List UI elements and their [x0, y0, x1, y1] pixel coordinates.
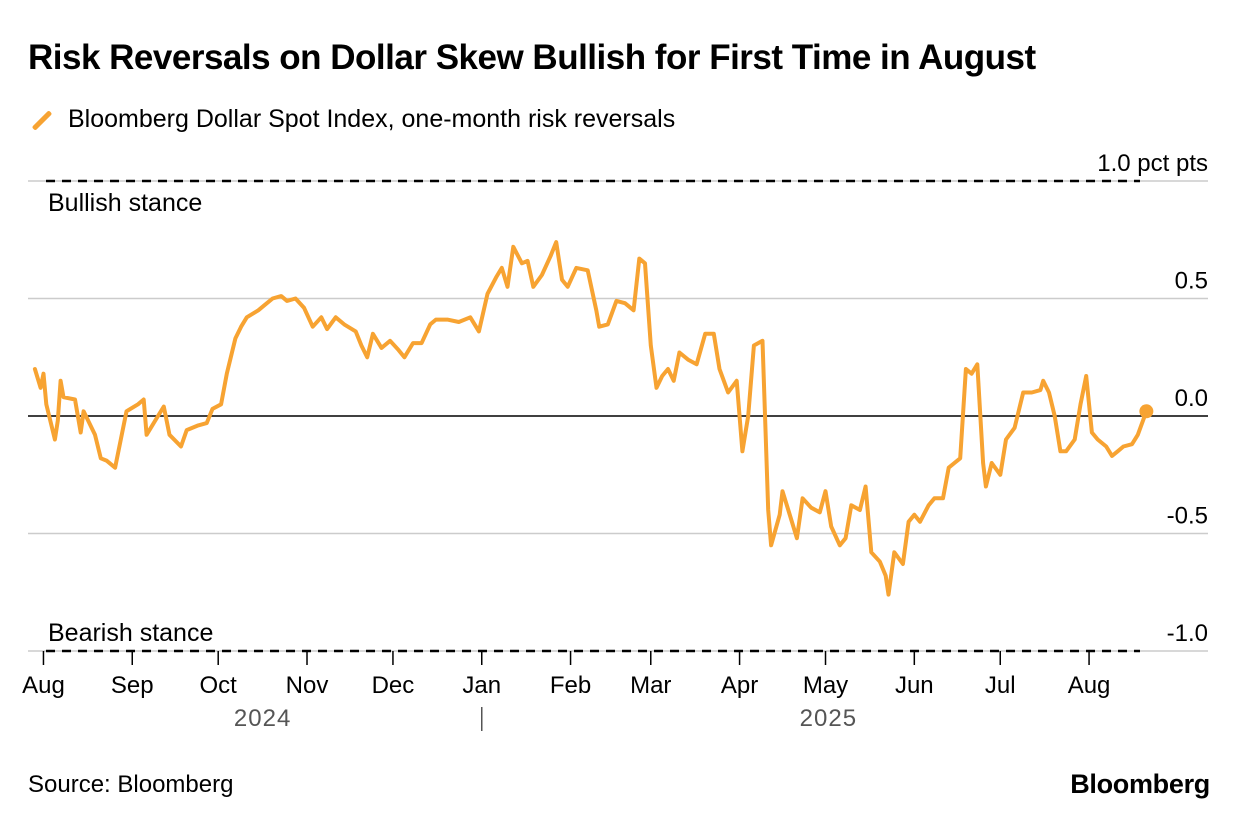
- chart-title: Risk Reversals on Dollar Skew Bullish fo…: [28, 38, 1036, 77]
- x-tick-label: Oct: [200, 672, 238, 699]
- y-tick-label: -1.0: [1167, 620, 1208, 647]
- reference-lines: Bullish stance Bearish stance: [46, 179, 1140, 653]
- source-note: Source: Bloomberg: [28, 771, 234, 798]
- y-tick-label: 0.5: [1175, 268, 1208, 295]
- x-tick-label: Apr: [721, 672, 758, 699]
- x-tick-label: May: [803, 672, 848, 699]
- x-tick-label: Dec: [372, 672, 415, 699]
- x-tick-label: Mar: [630, 672, 671, 699]
- y-tick-label: -0.5: [1167, 503, 1208, 530]
- legend-label: Bloomberg Dollar Spot Index, one-month r…: [68, 105, 676, 133]
- x-tick-label: Aug: [1068, 672, 1111, 699]
- x-tick-label: Nov: [286, 672, 329, 699]
- bearish-stance-label: Bearish stance: [48, 619, 213, 647]
- x-tick-label: Jul: [985, 672, 1016, 699]
- x-tick-label: Aug: [22, 672, 65, 699]
- series-line: [32, 240, 1149, 597]
- legend: Bloomberg Dollar Spot Index, one-month r…: [28, 105, 675, 134]
- x-tick-label: Feb: [550, 672, 591, 699]
- series-layer: [32, 240, 1154, 597]
- year-label: 2024: [234, 705, 291, 732]
- year-label: 2025: [800, 705, 857, 732]
- bullish-stance-label: Bullish stance: [48, 189, 202, 217]
- series-end-marker: [1139, 404, 1154, 419]
- x-tick-label: Jun: [895, 672, 934, 699]
- y-tick-label: 1.0 pct pts: [1097, 150, 1208, 177]
- x-tick-label: Jan: [462, 672, 501, 699]
- x-axis: Aug Sep Oct Nov Dec Jan Feb Mar Apr May Jun Jul Aug 2…: [22, 651, 1110, 732]
- grid-layer: [28, 180, 1208, 652]
- y-tick-label: 0.0: [1175, 385, 1208, 412]
- bloomberg-logo: Bloomberg: [1070, 769, 1210, 799]
- x-tick-label: Sep: [111, 672, 154, 699]
- y-axis-labels: 1.0 pct pts 0.5 0.0 -0.5 -1.0: [1097, 150, 1208, 647]
